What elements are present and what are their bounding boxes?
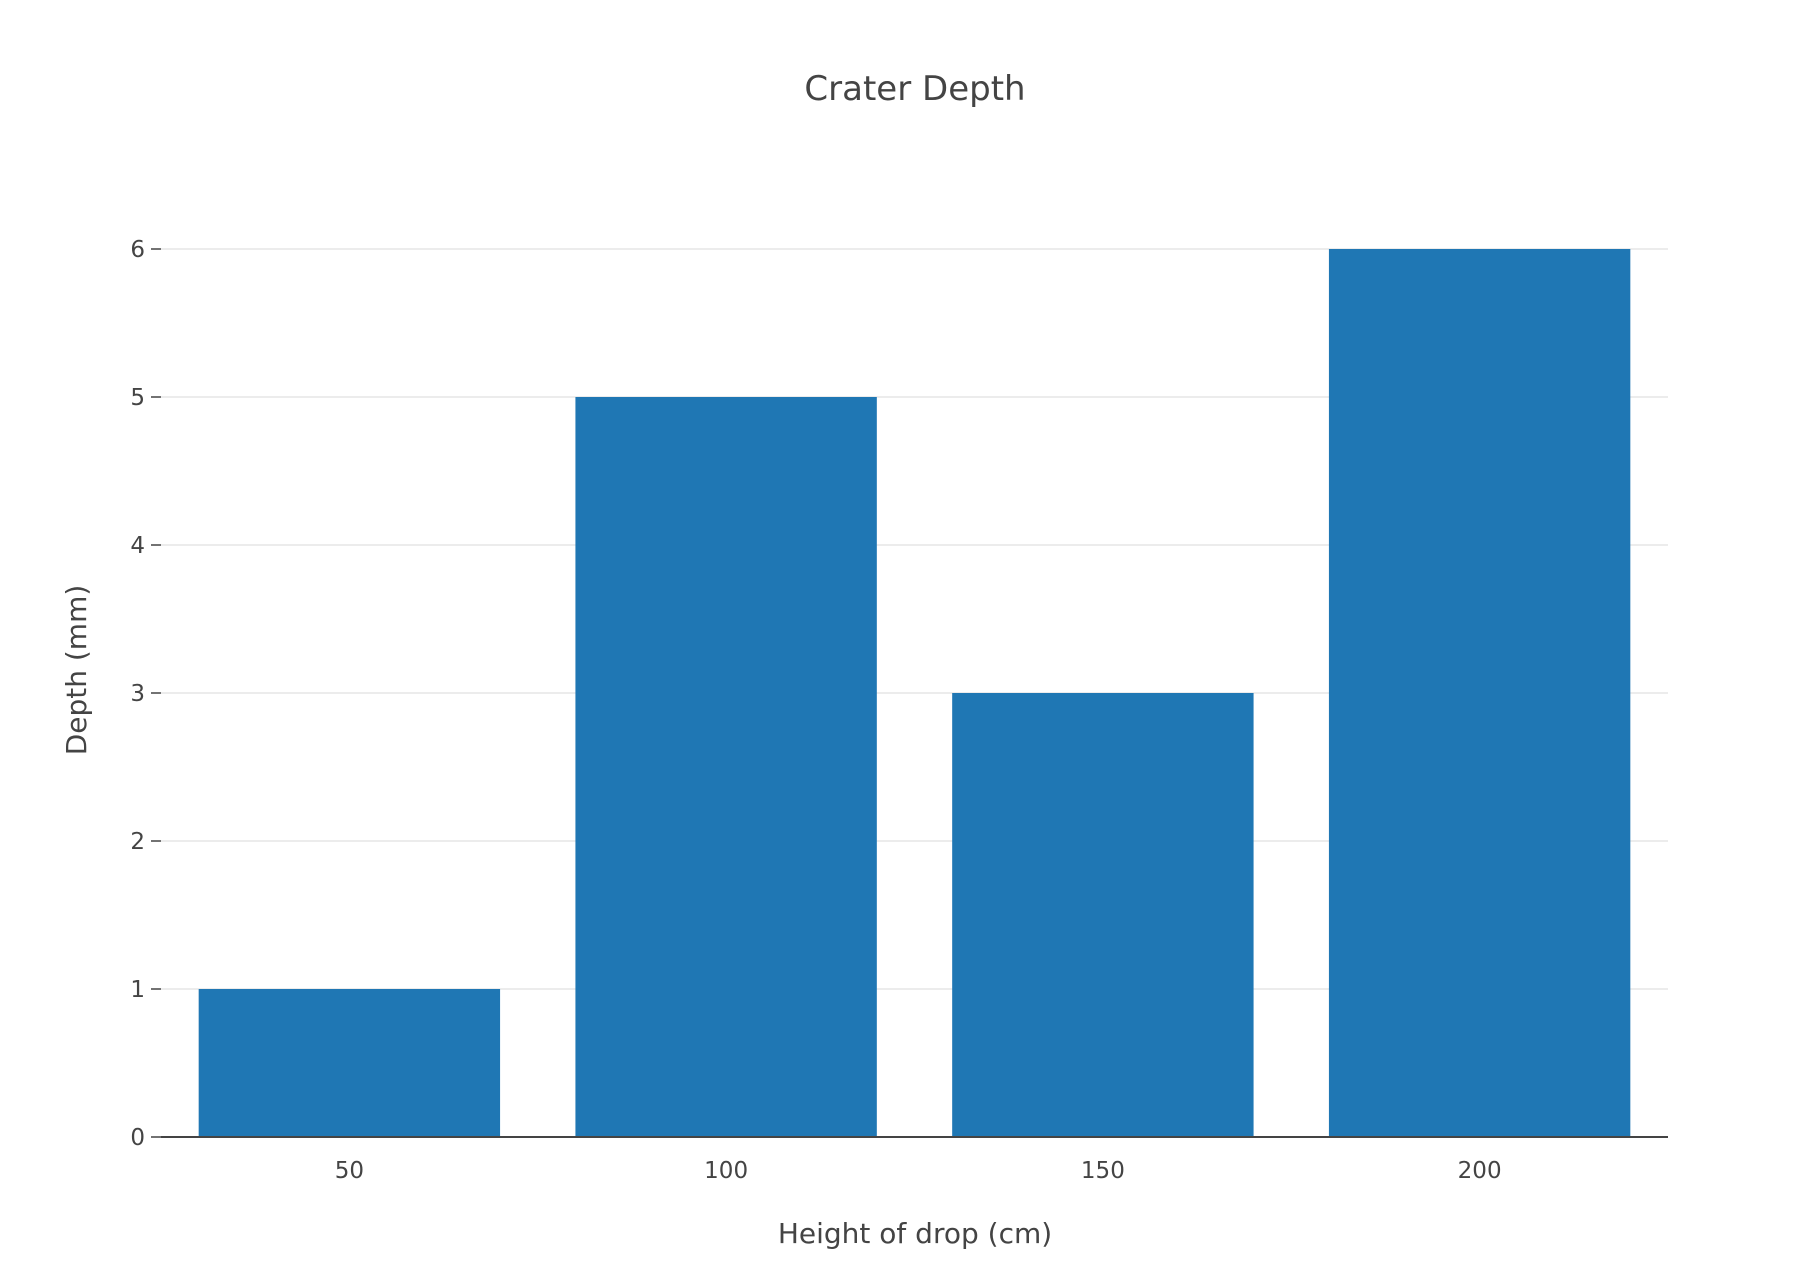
- bar-150[interactable]: [952, 693, 1254, 1137]
- bar-200[interactable]: [1328, 249, 1631, 1137]
- x-tick-label: 150: [1081, 1158, 1125, 1184]
- y-tick-label: 5: [130, 385, 145, 411]
- y-tick-label: 1: [130, 977, 145, 1003]
- y-tick-label: 2: [130, 829, 145, 855]
- x-tick-label: 100: [704, 1158, 748, 1184]
- bar-50[interactable]: [198, 989, 501, 1137]
- bar-100[interactable]: [575, 397, 877, 1137]
- x-axis-ticks: 50 100 150 200: [335, 1158, 1502, 1184]
- chart-title: Crater Depth: [804, 69, 1025, 109]
- y-axis-ticks: 0 1 2 3 4 5 6: [130, 237, 161, 1151]
- x-axis-title: Height of drop (cm): [778, 1217, 1052, 1250]
- x-tick-label: 50: [335, 1158, 364, 1184]
- y-tick-label: 4: [130, 533, 145, 559]
- y-axis-title: Depth (mm): [60, 585, 93, 756]
- bars: [198, 249, 1631, 1137]
- y-tick-label: 3: [130, 681, 145, 707]
- x-tick-label: 200: [1458, 1158, 1502, 1184]
- y-tick-label: 0: [130, 1125, 145, 1151]
- y-tick-label: 6: [130, 237, 145, 263]
